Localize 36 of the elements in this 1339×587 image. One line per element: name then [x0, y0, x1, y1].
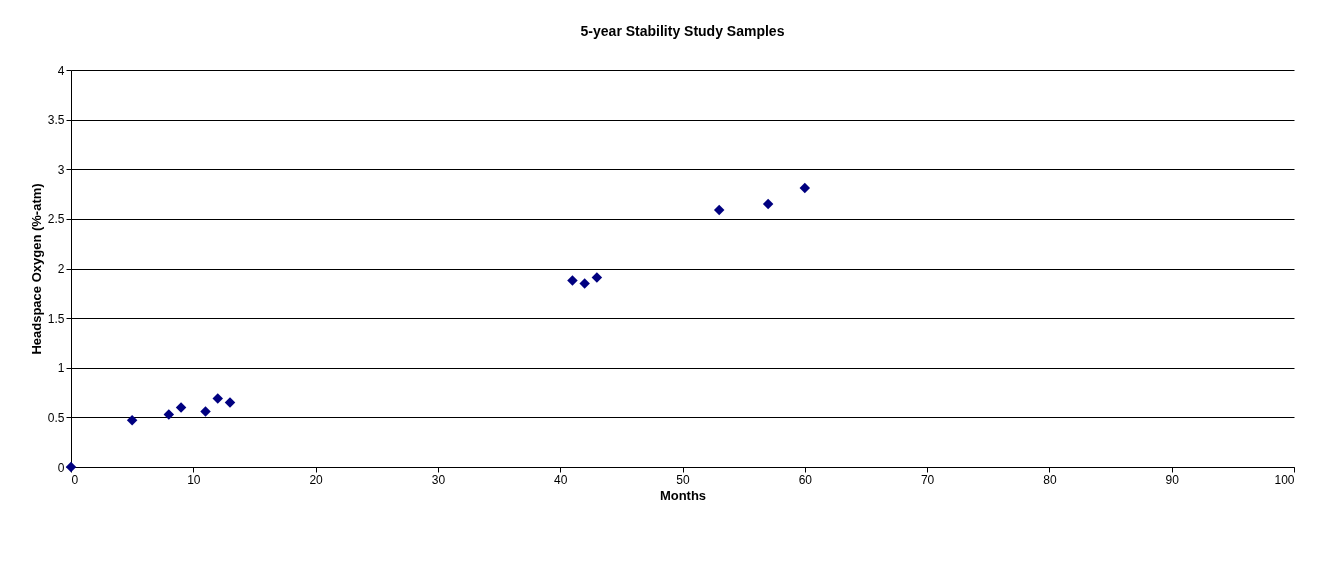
y-tick-label: 3.5 — [47, 113, 65, 128]
y-axis-title: Headspace Oxygen (%-atm) — [28, 183, 44, 355]
y-tick-label: 2 — [57, 262, 65, 276]
point — [126, 415, 138, 426]
point — [762, 198, 774, 210]
y-tick-label: 1.5 — [47, 311, 65, 326]
x-tick-label: 30 — [431, 472, 446, 487]
x-axis-title: Months — [659, 487, 707, 503]
y-tick-label: 3 — [57, 162, 65, 177]
x-tick-label: 20 — [309, 472, 324, 487]
point — [579, 278, 590, 289]
chart-title: 5-year Stability Study Samples — [580, 23, 785, 39]
x-tick-label: 0 — [71, 472, 79, 487]
point — [713, 204, 725, 216]
point — [200, 406, 211, 417]
y-tick-label: 0 — [57, 460, 65, 475]
point — [224, 397, 236, 408]
point — [65, 461, 77, 473]
x-tick-label: 80 — [1043, 472, 1057, 487]
x-tick-label: 50 — [676, 472, 690, 487]
x-tick-label: 10 — [187, 472, 201, 487]
x-tick-label: 100 — [1274, 472, 1295, 487]
point — [212, 393, 223, 404]
point — [799, 182, 811, 194]
point — [163, 409, 175, 420]
y-tick-label: 2.5 — [47, 212, 65, 227]
y-tick-label: 1 — [57, 361, 65, 376]
x-tick-label: 90 — [1165, 472, 1180, 487]
y-tick-label: 0.5 — [47, 410, 65, 425]
point — [567, 275, 578, 286]
point — [591, 272, 603, 283]
x-tick-label: 60 — [798, 472, 813, 487]
x-tick-label: 70 — [920, 472, 935, 487]
x-tick-label: 40 — [554, 472, 568, 487]
point — [175, 402, 187, 413]
y-tick-label: 4 — [57, 63, 65, 78]
